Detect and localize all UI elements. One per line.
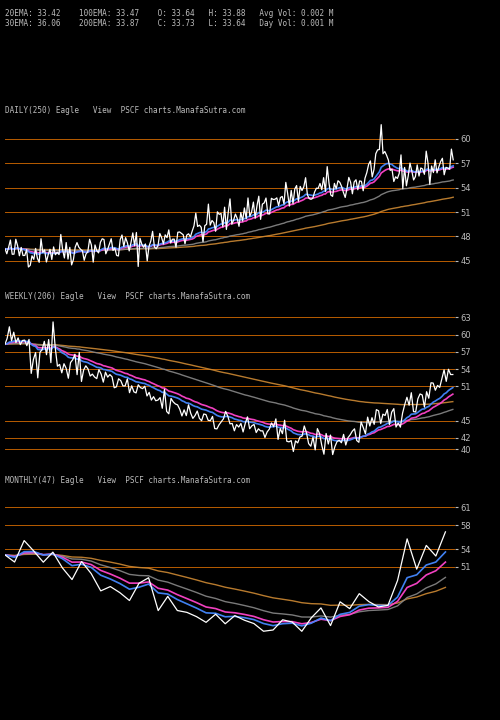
Text: 20EMA: 33.42    100EMA: 33.47    O: 33.64   H: 33.88   Avg Vol: 0.002 M: 20EMA: 33.42 100EMA: 33.47 O: 33.64 H: 3… [5,9,334,17]
Text: 30EMA: 36.06    200EMA: 33.87    C: 33.73   L: 33.64   Day Vol: 0.001 M: 30EMA: 36.06 200EMA: 33.87 C: 33.73 L: 3… [5,19,334,27]
Text: DAILY(250) Eagle   View  PSCF charts.ManafaSutra.com: DAILY(250) Eagle View PSCF charts.Manafa… [5,107,246,115]
Text: WEEKLY(206) Eagle   View  PSCF charts.ManafaSutra.com: WEEKLY(206) Eagle View PSCF charts.Manaf… [5,292,250,301]
Text: MONTHLY(47) Eagle   View  PSCF charts.ManafaSutra.com: MONTHLY(47) Eagle View PSCF charts.Manaf… [5,475,250,485]
